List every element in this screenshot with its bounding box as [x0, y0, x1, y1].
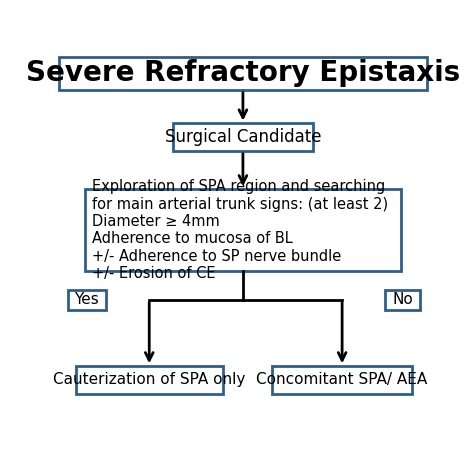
Text: Concomitant SPA/ AEA: Concomitant SPA/ AEA [256, 373, 428, 387]
FancyBboxPatch shape [385, 290, 420, 310]
FancyBboxPatch shape [59, 57, 427, 90]
Text: No: No [392, 292, 413, 307]
FancyBboxPatch shape [67, 290, 106, 310]
Text: Yes: Yes [74, 292, 99, 307]
Text: Cauterization of SPA only: Cauterization of SPA only [53, 373, 246, 387]
FancyBboxPatch shape [272, 366, 412, 393]
Text: Severe Refractory Epistaxis: Severe Refractory Epistaxis [26, 59, 460, 87]
FancyBboxPatch shape [85, 189, 401, 271]
Text: Surgical Candidate: Surgical Candidate [164, 128, 321, 146]
FancyBboxPatch shape [76, 366, 223, 393]
Text: Exploration of SPA region and searching
for main arterial trunk signs: (at least: Exploration of SPA region and searching … [92, 179, 388, 281]
FancyBboxPatch shape [173, 124, 313, 151]
